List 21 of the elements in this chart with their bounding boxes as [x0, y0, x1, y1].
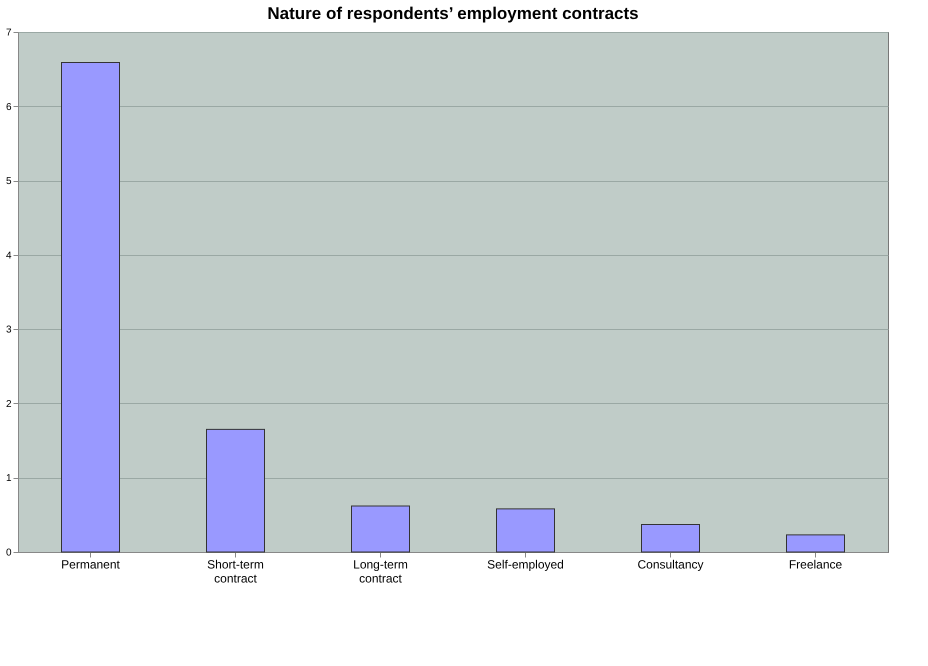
y-tick-label: 0: [6, 548, 12, 558]
bar: [61, 62, 120, 552]
bar: [351, 505, 410, 552]
y-tick-label: 3: [6, 324, 12, 336]
x-tick-label: Consultancy: [637, 558, 704, 572]
bar: [641, 524, 700, 552]
y-tick-label: 5: [6, 176, 12, 188]
x-tick-label: Freelance: [788, 558, 842, 572]
bar: [206, 428, 265, 552]
bar: [496, 508, 555, 552]
chart-title: Nature of respondents’ employment contracts: [267, 4, 639, 23]
bar: [786, 534, 845, 552]
x-tick-label: Short-term contract: [207, 558, 264, 586]
x-tick-label: Permanent: [61, 558, 121, 572]
x-tick-label: Self-employed: [487, 558, 564, 572]
y-tick-label: 6: [6, 102, 12, 113]
x-tick-label: Long-term contract: [353, 558, 408, 586]
y-tick-label: 4: [6, 250, 12, 262]
y-tick-label: 7: [6, 28, 12, 38]
y-tick-label: 2: [6, 398, 12, 410]
y-tick-label: 1: [6, 473, 12, 484]
